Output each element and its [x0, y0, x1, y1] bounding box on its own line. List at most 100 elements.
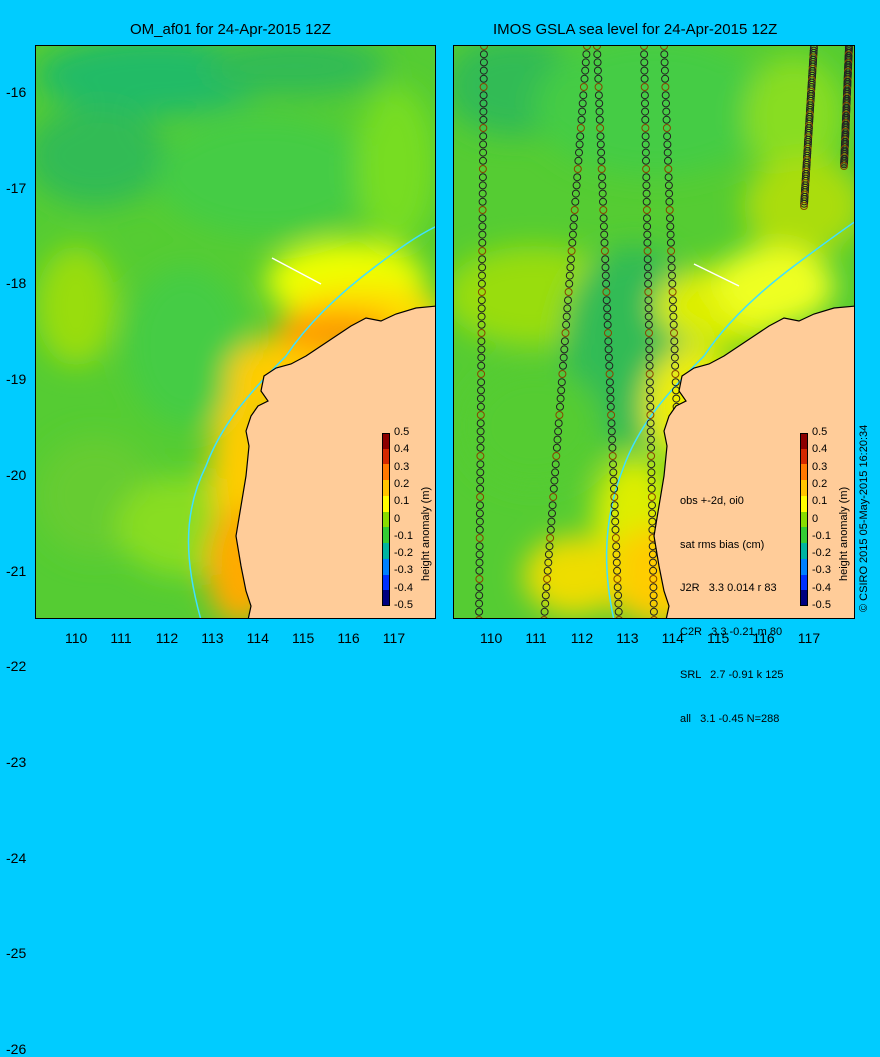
track-point	[601, 255, 610, 264]
track-point	[568, 230, 577, 239]
track-point	[572, 181, 581, 190]
track-point	[603, 312, 612, 321]
track-point	[477, 320, 486, 329]
track-point	[477, 361, 486, 370]
track-point	[569, 222, 578, 231]
track-point	[611, 517, 620, 526]
track-point	[613, 583, 622, 592]
colorbar-segment	[382, 574, 390, 591]
track-point	[599, 206, 608, 214]
track-point	[670, 345, 679, 354]
track-point	[646, 411, 655, 419]
track-point	[645, 353, 654, 362]
track-point	[549, 484, 558, 493]
track-point	[649, 575, 658, 583]
track-point	[479, 115, 488, 124]
colorbar-segment	[382, 558, 390, 576]
colorbar-tick-label: -0.5	[394, 599, 413, 611]
track-point	[660, 66, 669, 75]
track-point	[573, 165, 582, 173]
track-point	[477, 337, 486, 346]
track-point	[595, 99, 604, 108]
track-point	[545, 542, 554, 551]
track-point	[612, 558, 621, 567]
track-point	[549, 493, 558, 501]
colorbar-segment	[800, 433, 808, 450]
track-point	[578, 107, 587, 116]
track-point	[650, 616, 658, 618]
track-point	[643, 230, 652, 239]
track-point	[649, 607, 658, 616]
y-tick-label: -17	[6, 179, 27, 196]
x-tick-label: 116	[337, 630, 360, 646]
colorbar-title: height anomaly (m)	[838, 486, 850, 581]
track-point	[475, 583, 484, 592]
track-point	[640, 91, 649, 100]
y-tick-label: -21	[6, 562, 27, 579]
track-point	[577, 115, 586, 124]
track-point	[666, 238, 675, 247]
credit-text: © CSIRO 2015 05-May-2015 16:20:34	[858, 424, 870, 612]
track-point	[660, 50, 669, 59]
x-tick-label: 115	[292, 630, 315, 646]
track-point	[479, 58, 488, 67]
track-point	[478, 181, 487, 190]
track-point	[479, 132, 488, 141]
colorbar-tick-label: 0.3	[812, 460, 828, 473]
track-point	[557, 386, 566, 395]
track-point	[644, 304, 653, 313]
track-point	[476, 394, 485, 403]
track-point	[615, 616, 623, 618]
track-point	[647, 443, 655, 452]
x-tick-label: 117	[797, 630, 821, 646]
track-point	[556, 402, 564, 411]
track-point	[666, 230, 675, 239]
track-point	[667, 255, 676, 264]
track-point	[670, 337, 679, 346]
colorbar-segment	[800, 464, 808, 481]
track-point	[660, 58, 669, 67]
track-point	[671, 361, 680, 370]
y-tick-label: -18	[6, 275, 27, 292]
colorbar-segment	[800, 448, 808, 465]
track-point	[605, 361, 614, 370]
track-point	[475, 591, 484, 600]
colorbar-tick-label: -0.3	[394, 564, 413, 577]
track-point	[564, 288, 573, 296]
x-tick-label: 115	[707, 630, 730, 646]
track-point	[601, 271, 610, 280]
track-point	[668, 271, 676, 280]
colorbar-segment	[382, 495, 390, 513]
track-point	[478, 238, 487, 247]
track-point	[543, 575, 552, 583]
colorbar-tick-label: -0.1	[812, 529, 831, 542]
track-point	[598, 181, 607, 190]
track-point	[540, 607, 549, 616]
track-point	[579, 83, 588, 91]
track-point	[476, 460, 485, 469]
track-point	[840, 162, 848, 170]
track-point	[476, 411, 485, 419]
track-point	[544, 558, 553, 567]
track-point	[593, 46, 601, 50]
track-point	[600, 230, 609, 239]
colorbar-segment	[382, 511, 390, 528]
track-point	[594, 83, 603, 91]
y-tick-label: -20	[6, 466, 27, 483]
track-point	[666, 222, 675, 231]
track-point	[561, 329, 570, 337]
track-point	[645, 370, 654, 378]
stats-line: SRL 2.7 -0.91 k 125	[680, 669, 784, 681]
track-point	[478, 206, 487, 214]
track-point	[643, 255, 652, 264]
track-point	[645, 337, 654, 346]
track-point	[604, 353, 613, 362]
y-tick-label: -19	[6, 371, 27, 388]
track-point	[571, 197, 580, 206]
colorbar-segment	[382, 480, 390, 497]
track-point	[475, 599, 484, 608]
track-point	[640, 74, 649, 83]
track-point	[662, 115, 671, 124]
track-point	[670, 329, 678, 337]
track-point	[554, 427, 563, 436]
